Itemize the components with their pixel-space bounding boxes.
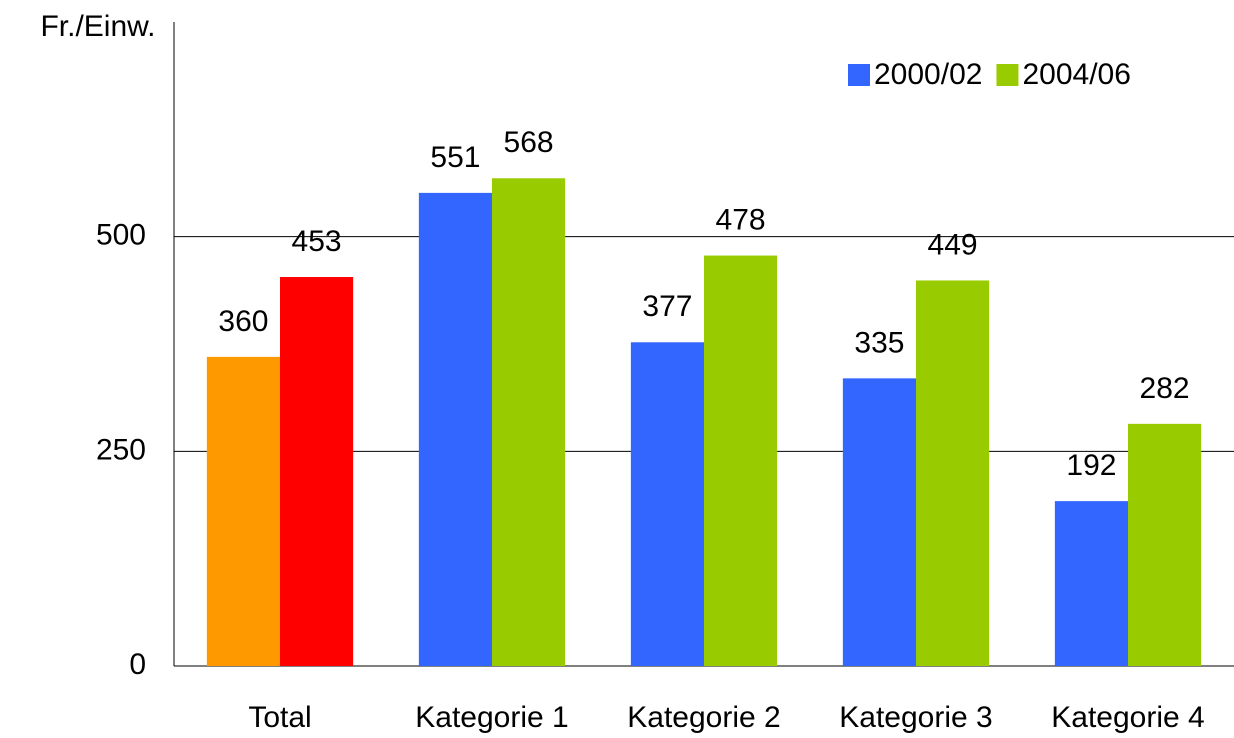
legend-label: 2004/06 — [1022, 58, 1130, 91]
value-label: 377 — [642, 290, 692, 323]
y-tick-label: 0 — [129, 648, 146, 681]
bar — [916, 280, 990, 666]
value-label: 568 — [504, 126, 554, 159]
x-tick-label: Kategorie 4 — [1051, 701, 1204, 734]
value-label: 551 — [430, 141, 480, 174]
value-label: 282 — [1140, 372, 1190, 405]
value-label: 453 — [292, 225, 342, 258]
value-label: 449 — [928, 228, 978, 261]
value-label: 360 — [218, 305, 268, 338]
x-tick-label: Kategorie 1 — [415, 701, 568, 734]
value-label: 478 — [716, 203, 766, 236]
x-tick-label: Kategorie 2 — [627, 701, 780, 734]
legend-label: 2000/02 — [874, 58, 982, 91]
bar — [492, 178, 566, 666]
bar — [842, 378, 916, 666]
bar — [206, 356, 280, 666]
bar — [704, 255, 778, 667]
x-tick-label: Kategorie 3 — [839, 701, 992, 734]
y-axis-label: Fr./Einw. — [40, 10, 155, 43]
value-label: 335 — [854, 326, 904, 359]
legend-swatch — [848, 64, 870, 86]
x-tick-label: Total — [248, 701, 311, 734]
legend-swatch — [996, 64, 1019, 86]
bar — [280, 277, 354, 666]
y-tick-label: 250 — [96, 433, 146, 466]
bar — [418, 192, 492, 666]
bar — [1054, 501, 1128, 666]
y-tick-label: 500 — [96, 219, 146, 252]
bar — [630, 342, 704, 666]
bar — [1128, 423, 1202, 666]
value-label: 192 — [1066, 449, 1116, 482]
